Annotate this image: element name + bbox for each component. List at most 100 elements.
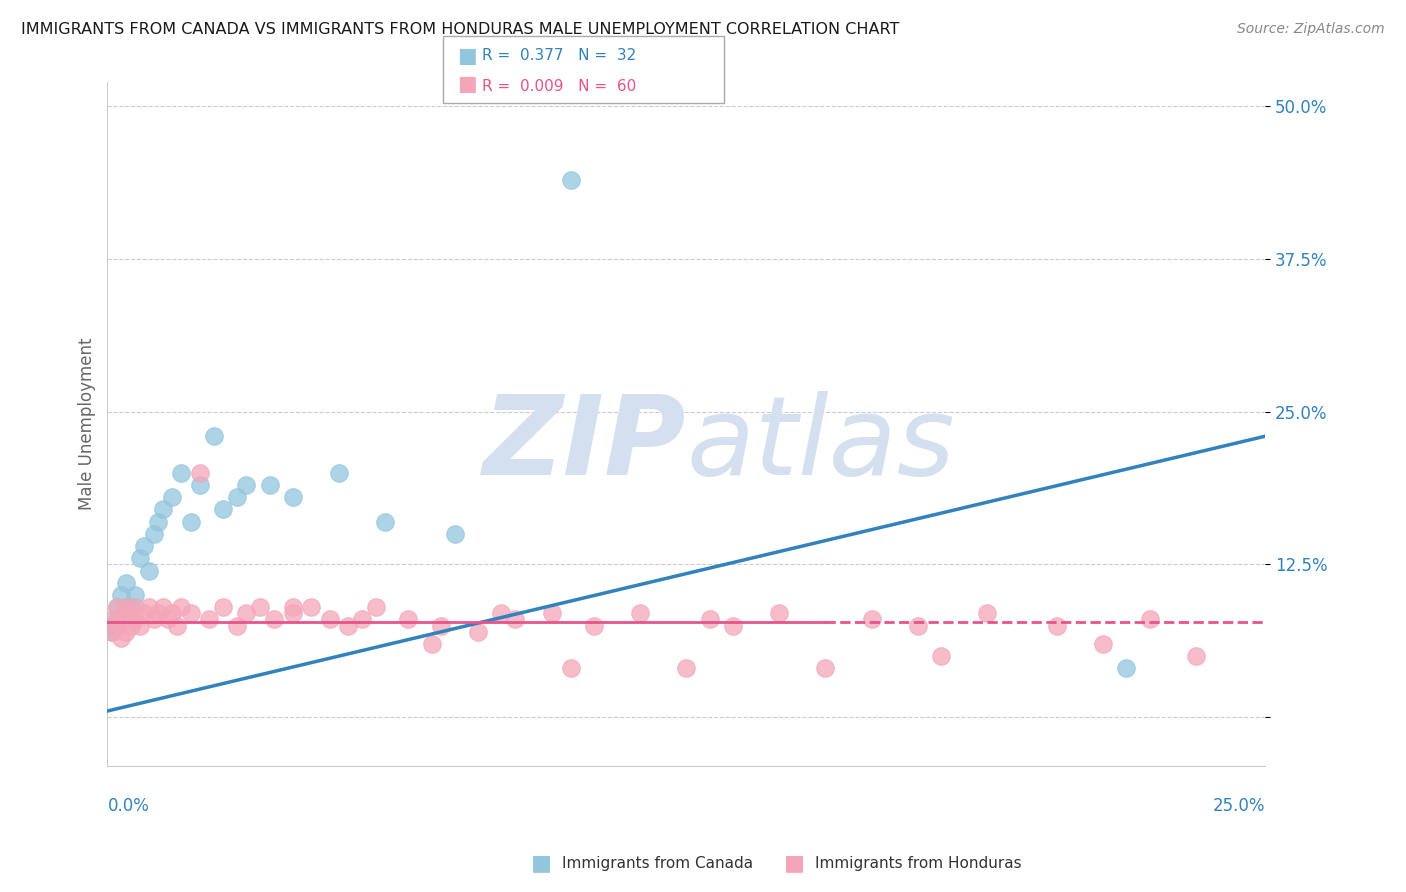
Point [675,661,697,675]
Point [120,618,142,632]
Point [337,618,360,632]
Point [180,515,202,529]
Point [582,618,605,632]
Point [101,618,124,632]
Point [120,607,142,621]
Point [1185,648,1208,663]
Point [212,502,235,516]
Text: ZIP: ZIP [482,391,686,498]
Point [152,600,174,615]
Point [115,575,138,590]
Text: ■: ■ [531,854,551,873]
Point [110,588,132,602]
Point [420,637,443,651]
Point [259,478,281,492]
Point [124,612,146,626]
Point [235,607,257,621]
Point [170,600,193,615]
Point [263,612,285,626]
Point [115,600,138,615]
Point [138,600,160,615]
Point [142,527,165,541]
Point [120,600,142,615]
Point [134,539,156,553]
Point [152,502,174,516]
Point [1046,618,1069,632]
Point [105,600,128,615]
Point [560,661,582,675]
Point [467,624,489,639]
Point [976,607,998,621]
Text: atlas: atlas [686,391,955,498]
Point [110,631,132,645]
Point [1092,637,1115,651]
Text: R =  0.377   N =  32: R = 0.377 N = 32 [482,48,637,63]
Point [202,429,225,443]
Point [226,490,249,504]
Point [180,607,202,621]
Point [628,607,651,621]
Point [430,618,453,632]
Point [105,618,128,632]
Text: Source: ZipAtlas.com: Source: ZipAtlas.com [1237,22,1385,37]
Point [907,618,929,632]
Point [814,661,837,675]
Point [281,607,304,621]
Point [364,600,387,615]
Point [124,588,146,602]
Point [148,607,170,621]
Point [156,612,179,626]
Text: 0.0%: 0.0% [107,797,149,814]
Point [115,600,138,615]
Point [134,607,156,621]
Point [188,478,211,492]
Point [166,618,188,632]
Point [110,612,132,626]
Point [110,612,132,626]
Point [721,618,744,632]
Point [101,612,124,626]
Point [560,172,582,186]
Text: IMMIGRANTS FROM CANADA VS IMMIGRANTS FROM HONDURAS MALE UNEMPLOYMENT CORRELATION: IMMIGRANTS FROM CANADA VS IMMIGRANTS FRO… [21,22,900,37]
Point [328,466,350,480]
Point [929,648,952,663]
Text: ■: ■ [785,854,804,873]
Text: R =  0.009   N =  60: R = 0.009 N = 60 [482,78,637,94]
Point [128,618,150,632]
Point [398,612,420,626]
Point [138,564,160,578]
Point [105,612,128,626]
Point [148,515,170,529]
Point [142,612,165,626]
Point [443,527,465,541]
Point [128,551,150,566]
Point [235,478,257,492]
Point [768,607,790,621]
Point [489,607,512,621]
Text: ■: ■ [457,46,477,66]
Point [374,515,396,529]
Point [101,624,124,639]
Point [249,600,271,615]
Point [160,490,183,504]
Point [170,466,193,480]
Point [160,607,183,621]
Point [212,600,235,615]
Point [319,612,342,626]
Point [503,612,526,626]
Point [1115,661,1137,675]
Point [120,612,142,626]
Point [226,618,249,632]
Text: Immigrants from Honduras: Immigrants from Honduras [815,856,1022,871]
Point [105,600,128,615]
Point [1139,612,1161,626]
Y-axis label: Male Unemployment: Male Unemployment [79,338,96,510]
Point [101,624,124,639]
Point [115,624,138,639]
Point [299,600,322,615]
Point [198,612,221,626]
Point [860,612,883,626]
Point [188,466,211,480]
Point [281,490,304,504]
Text: 25.0%: 25.0% [1213,797,1265,814]
